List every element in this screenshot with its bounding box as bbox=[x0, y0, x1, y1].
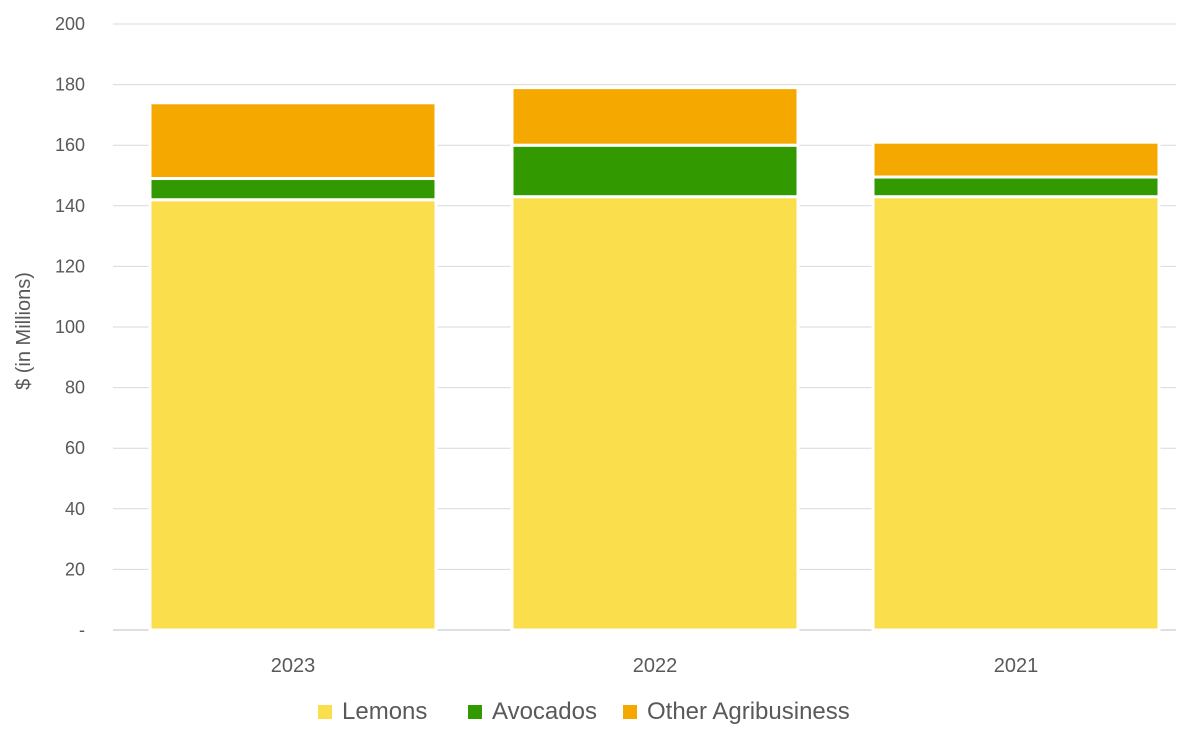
bar-segment-other-agribusiness bbox=[510, 86, 800, 147]
y-tick-label: 60 bbox=[65, 438, 85, 458]
y-tick-label: 20 bbox=[65, 559, 85, 579]
y-tick-label: 180 bbox=[55, 75, 85, 95]
legend-swatch bbox=[468, 705, 482, 719]
x-category-label: 2021 bbox=[994, 655, 1039, 677]
legend-label: Other Agribusiness bbox=[647, 698, 850, 725]
bar-segment-lemons bbox=[871, 195, 1161, 632]
legend-swatch bbox=[623, 705, 637, 719]
bar-segment-avocados bbox=[871, 175, 1161, 199]
y-tick-label: 80 bbox=[65, 378, 85, 398]
x-category-label: 2022 bbox=[633, 655, 678, 677]
bar-segment-other-agribusiness bbox=[871, 140, 1161, 179]
bar-segment-lemons bbox=[148, 198, 438, 632]
bars bbox=[148, 86, 1161, 632]
x-category-label: 2023 bbox=[271, 655, 316, 677]
legend-label: Avocados bbox=[492, 698, 597, 725]
y-tick-label: 40 bbox=[65, 499, 85, 519]
y-axis-ticks: - 20 40 60 80 100 120 140 160 180 200 bbox=[55, 14, 85, 640]
legend: Lemons Avocados Other Agribusiness bbox=[318, 698, 850, 725]
y-tick-label: 140 bbox=[55, 196, 85, 216]
y-tick-label: 200 bbox=[55, 14, 85, 34]
bar-segment-lemons bbox=[510, 195, 800, 632]
y-tick-label: 120 bbox=[55, 256, 85, 276]
x-axis-categories: 2023 2022 2021 bbox=[271, 655, 1039, 677]
legend-swatch bbox=[318, 705, 332, 719]
bar-segment-avocados bbox=[510, 143, 800, 199]
y-tick-label: 100 bbox=[55, 317, 85, 337]
y-tick-label: - bbox=[79, 620, 85, 640]
bar-segment-avocados bbox=[148, 177, 438, 202]
y-tick-label: 160 bbox=[55, 135, 85, 155]
legend-label: Lemons bbox=[342, 698, 427, 725]
y-axis-title: $ (in Millions) bbox=[13, 272, 35, 390]
bar-segment-other-agribusiness bbox=[148, 101, 438, 181]
